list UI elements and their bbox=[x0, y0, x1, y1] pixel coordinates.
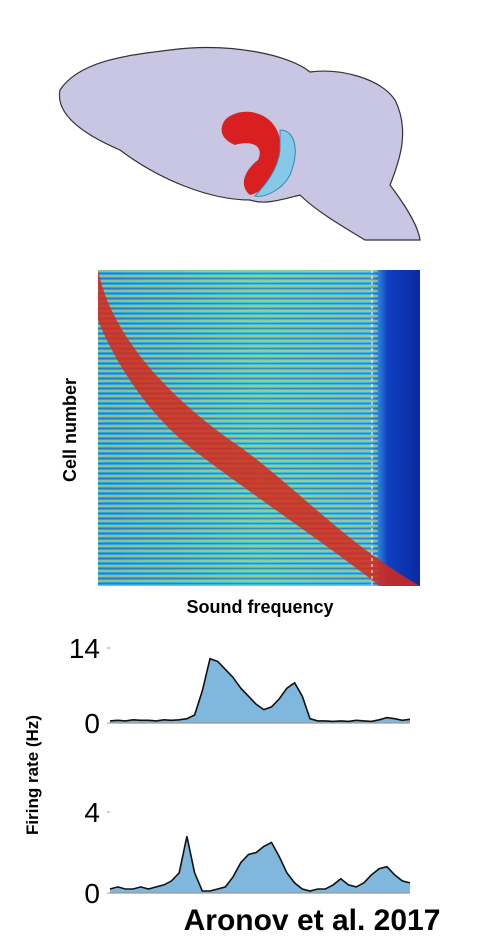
line bbox=[109, 836, 411, 892]
y-axis-label: Cell number bbox=[60, 378, 80, 482]
area bbox=[110, 658, 410, 723]
area bbox=[110, 836, 410, 893]
brain-illustration bbox=[58, 47, 421, 241]
x-axis-label: Sound frequency bbox=[186, 597, 333, 617]
y-tick-label: 4 bbox=[84, 797, 100, 828]
y-axis-label: Firing rate (Hz) bbox=[23, 715, 42, 835]
y-tick-label: 0 bbox=[84, 878, 100, 909]
citation: Aronov et al. 2017 bbox=[184, 904, 441, 937]
line bbox=[109, 657, 411, 723]
heatmap: Sound frequency Cell number bbox=[60, 270, 420, 617]
y-tick-label: 0 bbox=[84, 708, 100, 739]
y-tick-label: 14 bbox=[69, 633, 100, 664]
